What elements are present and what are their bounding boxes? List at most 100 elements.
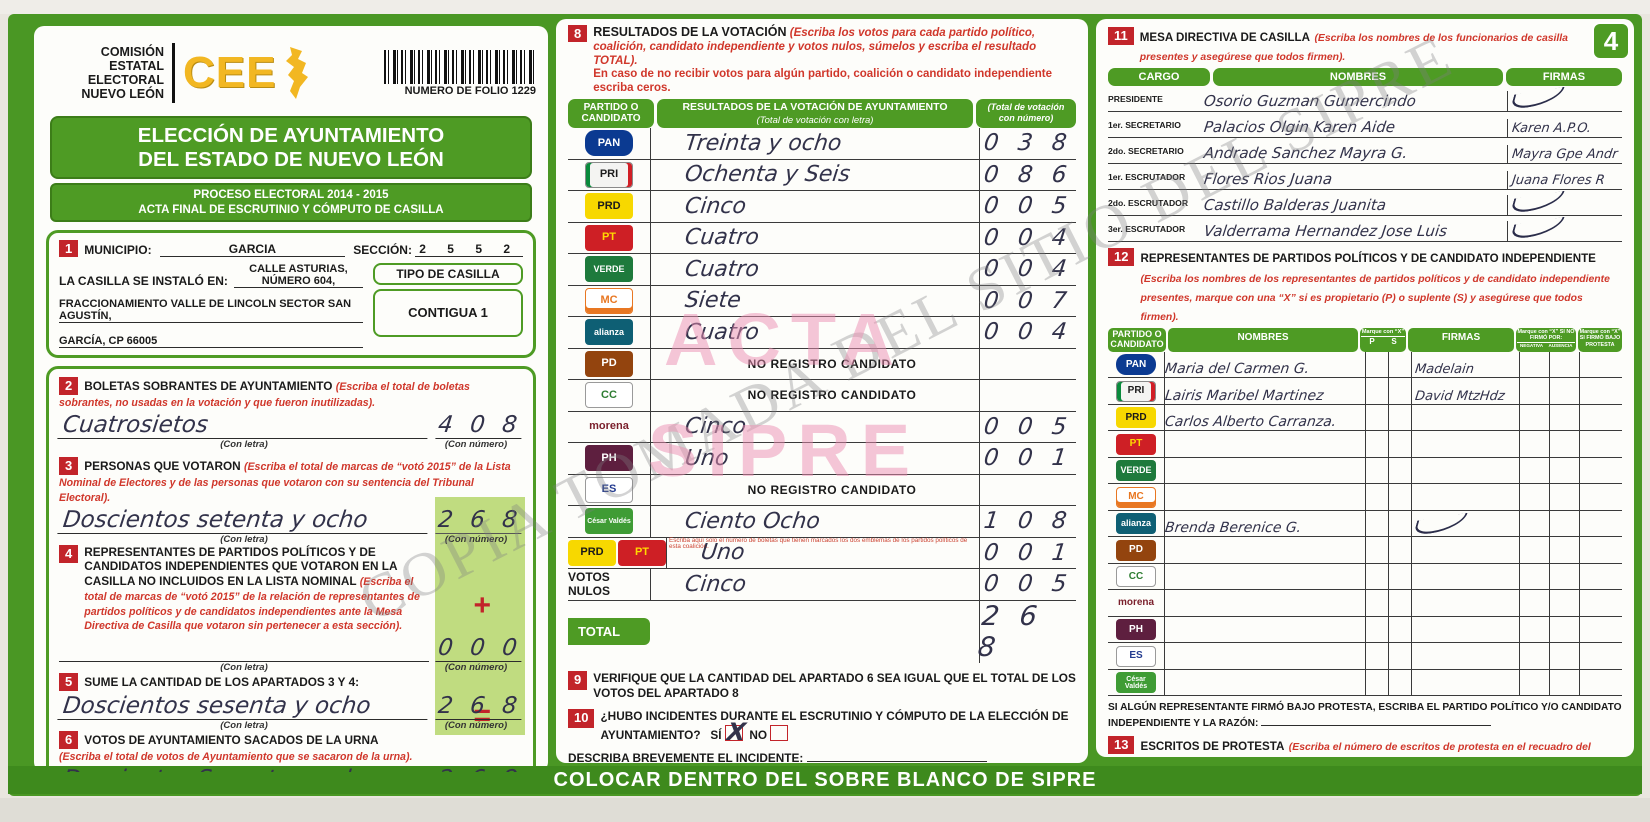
section-4-badge: 4: [59, 544, 79, 563]
section-8-badge: 8: [568, 25, 588, 42]
protesta-blank-line: [1261, 715, 1492, 727]
section-5-suma: 5 SUME LA CANTIDAD DE LOS APARTADOS 3 Y 4…: [57, 673, 525, 731]
mesa-table-header: CARGO NOMBRES FIRMAS: [1108, 68, 1622, 87]
footer-banner: COLOCAR DENTRO DEL SOBRE BLANCO DE SIPRE: [8, 766, 1642, 794]
party-logo: morena: [589, 420, 629, 433]
seccion-label: SECCIÓN:: [353, 242, 412, 257]
representante-row: PT: [1108, 431, 1622, 458]
negativa-cell: [1519, 510, 1549, 537]
section-1-badge: 1: [59, 239, 79, 257]
election-subtitle: PROCESO ELECTORAL 2014 - 2015 ACTA FINAL…: [50, 183, 532, 222]
cargo-label: 3er. ESCRUTADOR: [1108, 223, 1186, 234]
section-13-instruction: (Escriba el número de escritos de protes…: [1288, 741, 1591, 753]
propietario-cell: [1365, 616, 1388, 643]
protesta-cell: [1579, 563, 1622, 590]
funcionario-nombre: Osorio Guzman Gumercindo: [1202, 92, 1418, 111]
representante-row: PH: [1108, 616, 1622, 644]
protesta-cell: [1579, 404, 1622, 431]
election-title: ELECCIÓN DE AYUNTAMIENTO DEL ESTADO DE N…: [50, 116, 532, 180]
results-row: PH Uno 0 0 1: [568, 443, 1076, 475]
no-registro-label: NO REGISTRO CANDIDATO: [747, 482, 917, 497]
party-logo: César Valdés: [1116, 672, 1156, 694]
results-row: VERDE Cuatro 0 0 4: [568, 254, 1076, 286]
party-logo: CC: [1116, 566, 1156, 588]
s2-con-numero-value: 4 0 8: [435, 411, 525, 439]
funcionario-nombre: Andrade Sanchez Mayra G.: [1202, 144, 1409, 163]
section-4-representantes-votaron: 4 REPRESENTANTES DE PARTIDOS POLÍTICOS Y…: [58, 544, 525, 674]
s3-con-numero-value: 2 6 8: [435, 506, 525, 534]
party-logo: alianza: [585, 319, 633, 346]
ausencia-cell: [1549, 537, 1579, 563]
party-logo: MC: [1116, 486, 1156, 508]
funcionario-nombre: Valderrama Hernandez Jose Luis: [1202, 222, 1449, 241]
votes-in-words: Siete: [683, 288, 743, 314]
results-row: PT Cuatro 0 0 4: [568, 222, 1076, 255]
s2-con-letra-value: Cuatrosietos: [57, 411, 431, 439]
con-letra-label: (Con letra): [220, 662, 268, 674]
results-row: César Valdés Ciento Ocho 1 0 8: [568, 506, 1076, 538]
negativa-header: NEGATIVA: [1517, 341, 1546, 348]
cargo-label: 1er. SECRETARIO: [1108, 119, 1181, 130]
representante-row: PRI Lairis Maribel Martinez David MtzHdz: [1108, 378, 1622, 405]
suplente-cell: [1388, 616, 1411, 643]
ausencia-cell: [1549, 563, 1579, 590]
section-8-header: 8 RESULTADOS DE LA VOTACIÓN (Escriba los…: [568, 25, 1076, 96]
party-logo: VERDE: [585, 256, 633, 283]
suplente-cell: [1388, 378, 1411, 404]
funcionario-firma: [1511, 91, 1563, 110]
s6-con-letra-value: Doscientos Sesenta y ocho: [57, 765, 431, 772]
s6-con-numero-value: 2 6 8: [435, 765, 525, 772]
party-logo: PAN: [1116, 354, 1156, 376]
section-11-instruction: (Escriba los nombres de los funcionarios…: [1139, 33, 1568, 64]
sections-2-7-box: + = 2 BOLETAS SOBRANTES DE AYUNTAMIENTO (…: [46, 365, 536, 772]
votes-in-words: Ochenta y Seis: [683, 162, 852, 188]
results-row: PAN Treinta y ocho 0 3 8: [568, 128, 1076, 160]
incidents-question: ¿HUBO INCIDENTES DURANTE EL ESCRUTINIO Y…: [600, 709, 1069, 742]
col-numero-header: (Total de votación con número): [976, 98, 1076, 129]
municipio-value: GARCIA: [159, 242, 346, 257]
funcionario-nombre: Palacios Olgin Karen Aide: [1202, 118, 1397, 137]
funcionario-nombre: Flores Rios Juana: [1202, 170, 1334, 189]
section-10-incidentes: 10 ¿HUBO INCIDENTES DURANTE EL ESCRUTINI…: [568, 709, 1076, 746]
scan-edge-bottom: [0, 798, 1650, 822]
votes-in-numbers: 0 3 8: [982, 130, 1074, 157]
total-label: TOTAL: [568, 618, 650, 646]
votes-in-numbers: 0 0 4: [982, 256, 1074, 283]
suplente-cell: [1388, 510, 1411, 537]
party-logo: PRD: [568, 539, 616, 566]
col-resultados-header: RESULTADOS DE LA VOTACIÓN DE AYUNTAMIENT…: [657, 98, 973, 129]
cargo-label: 1er. ESCRUTADOR: [1108, 171, 1186, 182]
cargo-header: CARGO: [1108, 68, 1210, 87]
party-logo: ES: [1116, 645, 1156, 667]
section-12-header: 12 REPRESENTANTES DE PARTIDOS POLÍTICOS …: [1108, 248, 1622, 325]
p-header: P: [1361, 335, 1383, 347]
votes-in-words: Cuatro: [683, 225, 761, 251]
suplente-cell: [1388, 484, 1411, 510]
panel-left: COMISIÓN ESTATAL ELECTORAL NUEVO LEÓN CE…: [34, 26, 548, 772]
con-numero-label: (Con número): [444, 662, 508, 674]
section-6-badge: 6: [59, 731, 79, 750]
section-4-title: REPRESENTANTES DE PARTIDOS POLÍTICOS Y D…: [84, 544, 398, 588]
propietario-cell: [1365, 537, 1388, 563]
representante-row: PAN Maria del Carmen G. Madelain: [1108, 351, 1622, 379]
party-logo: morena: [1117, 597, 1155, 609]
votes-in-numbers: 0 0 7: [982, 287, 1074, 314]
ausencia-cell: [1549, 510, 1579, 537]
page-number-badge: 4: [1592, 22, 1630, 60]
incident-blank-line: [806, 749, 987, 762]
votos-nulos-row: VOTOS NULOS Cinco 0 0 5: [568, 569, 1076, 601]
results-row: morena Cinco 0 0 5: [568, 411, 1076, 444]
party-logo: MC: [585, 287, 633, 314]
propietario-cell: [1365, 590, 1388, 616]
section-3-title: PERSONAS QUE VOTARON: [84, 458, 241, 473]
votes-in-numbers: 0 0 4: [982, 319, 1074, 346]
results-row: alianza Cuatro 0 0 4: [568, 317, 1076, 349]
ausencia-header: AUSENCIA: [1546, 341, 1575, 348]
representantes-table: PAN Maria del Carmen G. Madelain PRI Lai…: [1108, 351, 1622, 697]
results-row: PRD Cinco 0 0 5: [568, 191, 1076, 223]
nuevo-leon-shape-icon: [286, 47, 309, 99]
ausencia-cell: [1549, 457, 1579, 484]
propietario-cell: [1365, 643, 1388, 669]
municipio-label: MUNICIPIO:: [84, 242, 152, 257]
si-checkbox: X: [724, 718, 747, 746]
